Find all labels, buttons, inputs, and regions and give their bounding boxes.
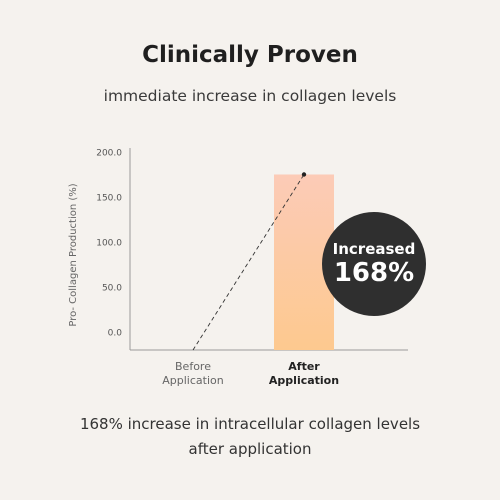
badge-label: Increased — [332, 240, 416, 258]
x-tick-label: Application — [162, 374, 223, 387]
page-title: Clinically Proven — [142, 42, 358, 68]
y-axis-label: Pro- Collagen Production (%) — [68, 183, 79, 326]
y-tick-label: 100.0 — [96, 239, 122, 249]
chart-caption: 168% increase in intracellular collagen … — [0, 412, 500, 462]
caption-line-1: 168% increase in intracellular collagen … — [79, 415, 421, 433]
y-tick-label: 150.0 — [96, 194, 122, 204]
caption-line-2: after application — [188, 440, 312, 458]
y-tick-label: 200.0 — [96, 149, 122, 159]
y-tick-label: 50.0 — [102, 284, 122, 294]
badge-value: 168% — [333, 258, 415, 288]
data-point — [301, 172, 307, 177]
x-tick-label: Before — [175, 360, 211, 373]
x-tick-label: After — [288, 360, 320, 373]
increase-badge: Increased 168% — [322, 212, 426, 316]
y-tick-label: 0.0 — [108, 329, 123, 339]
page-subtitle: immediate increase in collagen levels — [103, 87, 397, 105]
x-tick-label: Application — [269, 374, 339, 387]
